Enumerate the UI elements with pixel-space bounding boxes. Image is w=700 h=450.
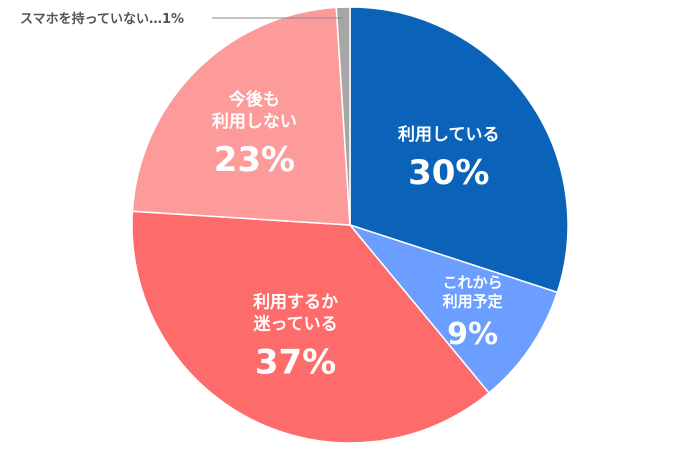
slice-name-label: 利用するか bbox=[253, 291, 338, 312]
pie-slice bbox=[131, 210, 491, 444]
pie-callouts: スマホを持っていない…1% bbox=[20, 11, 344, 27]
pie-slice bbox=[347, 223, 559, 395]
pie-slice bbox=[349, 6, 569, 294]
slice-name-label: 利用している bbox=[398, 124, 500, 145]
callout-label: スマホを持っていない…1% bbox=[20, 11, 184, 27]
slice-name-label: 迷っている bbox=[252, 313, 337, 334]
pie-slice bbox=[131, 6, 351, 226]
slice-name-label: 今後も bbox=[229, 89, 280, 110]
slice-value-label: 9% bbox=[447, 317, 498, 352]
slice-value-label: 30% bbox=[408, 153, 489, 193]
pie-slice bbox=[335, 6, 351, 226]
slice-name-label: これから bbox=[443, 274, 503, 292]
slice-name-label: 利用予定 bbox=[443, 293, 503, 311]
slice-value-label: 23% bbox=[214, 140, 295, 180]
pie-slices bbox=[131, 6, 569, 444]
slice-name-label: 利用しない bbox=[212, 111, 297, 132]
slice-value-label: 37% bbox=[255, 342, 336, 382]
